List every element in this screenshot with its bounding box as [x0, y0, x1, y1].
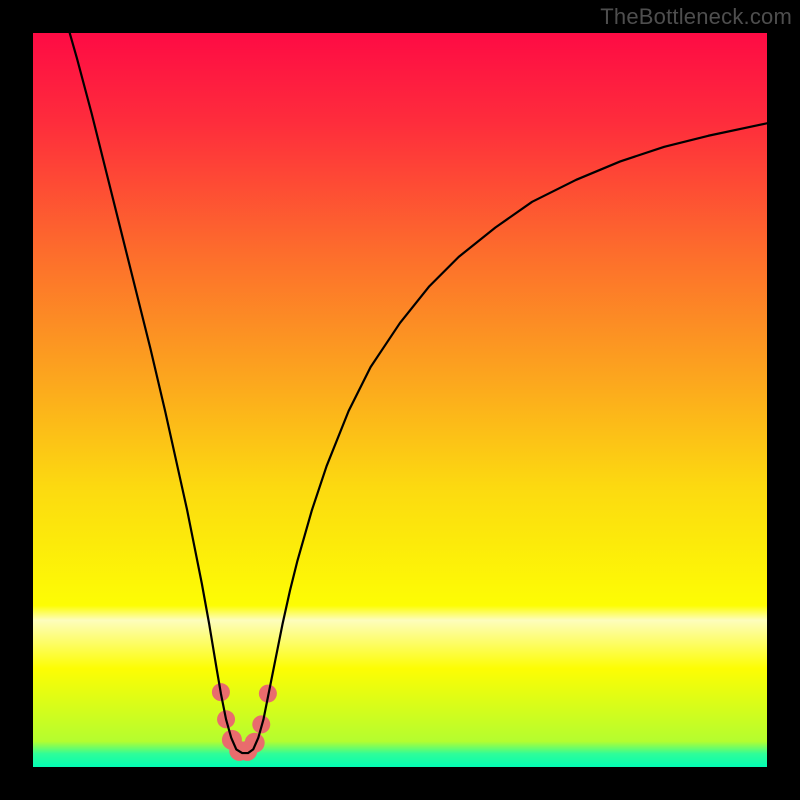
chart-svg — [33, 33, 767, 767]
highlight-bubble — [245, 733, 265, 753]
watermark-label: TheBottleneck.com — [600, 4, 792, 30]
outer-frame: TheBottleneck.com — [0, 0, 800, 800]
plot-area — [33, 33, 767, 767]
chart-background — [33, 33, 767, 767]
